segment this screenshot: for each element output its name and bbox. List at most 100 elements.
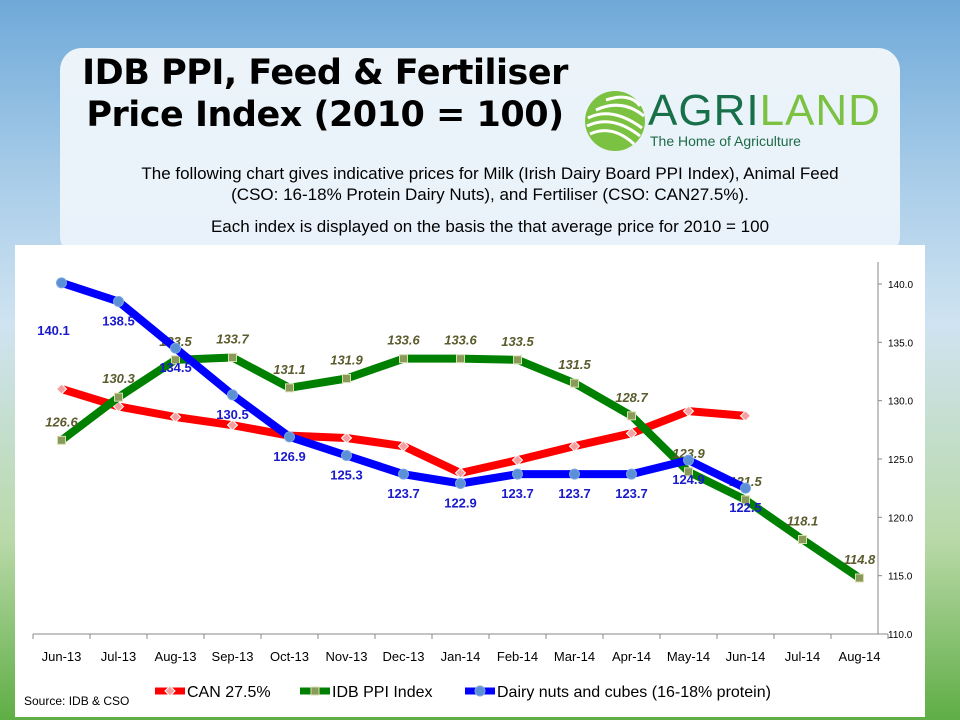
x-tick-label: Mar-14 xyxy=(554,649,595,664)
y-tick-label: 110.0 xyxy=(888,630,913,641)
data-point-idb-ppi-index xyxy=(171,355,180,365)
data-label-dairy-nuts-and-cubes-16-18-protein: 125.3 xyxy=(330,468,363,483)
data-label-dairy-nuts-and-cubes-16-18-protein: 123.7 xyxy=(615,486,648,501)
data-point-idb-ppi-index xyxy=(855,573,864,583)
data-label-idb-ppi-index: 133.7 xyxy=(216,332,249,347)
data-point-idb-ppi-index xyxy=(114,392,123,402)
title-line-2: Price Index (2010 = 100) xyxy=(86,95,564,135)
data-point-idb-ppi-index xyxy=(285,383,294,393)
legend-label-dairy-nuts-and-cubes-16-18-protein: Dairy nuts and cubes (16-18% protein) xyxy=(497,684,771,701)
data-label-dairy-nuts-and-cubes-16-18-protein: 138.5 xyxy=(102,314,135,329)
legend-marker-can-27-5 xyxy=(164,685,176,697)
logo-tagline: The Home of Agriculture xyxy=(650,133,801,149)
data-point-can-27-5 xyxy=(226,419,239,431)
data-point-dairy-nuts-and-cubes-16-18-protein xyxy=(341,450,352,461)
y-tick-label: 135.0 xyxy=(888,338,913,349)
legend-label-can-27-5: CAN 27.5% xyxy=(187,684,271,701)
data-point-can-27-5 xyxy=(739,410,752,422)
data-label-idb-ppi-index: 114.8 xyxy=(844,552,876,567)
data-label-dairy-nuts-and-cubes-16-18-protein: 122.5 xyxy=(729,500,762,515)
source-note: Source: IDB & CSO xyxy=(24,694,130,708)
data-point-dairy-nuts-and-cubes-16-18-protein xyxy=(398,468,409,480)
data-point-dairy-nuts-and-cubes-16-18-protein xyxy=(170,342,181,354)
data-label-idb-ppi-index: 133.5 xyxy=(501,334,534,349)
data-label-dairy-nuts-and-cubes-16-18-protein: 140.1 xyxy=(37,323,70,338)
data-point-dairy-nuts-and-cubes-16-18-protein xyxy=(740,482,751,494)
data-point-dairy-nuts-and-cubes-16-18-protein xyxy=(113,296,124,307)
y-tick-label: 120.0 xyxy=(888,513,913,524)
x-tick-label: Apr-14 xyxy=(612,649,651,664)
data-point-idb-ppi-index xyxy=(570,378,579,388)
data-point-dairy-nuts-and-cubes-16-18-protein xyxy=(626,468,637,480)
y-tick-label: 125.0 xyxy=(888,455,913,466)
data-point-can-27-5 xyxy=(568,440,581,452)
data-point-idb-ppi-index xyxy=(684,467,693,477)
x-tick-label: May-14 xyxy=(667,649,710,664)
data-label-idb-ppi-index: 133.6 xyxy=(387,333,420,348)
data-label-idb-ppi-index: 131.9 xyxy=(330,353,363,368)
header-panel xyxy=(60,48,900,258)
data-point-can-27-5 xyxy=(511,454,524,466)
legend-marker-idb-ppi-index xyxy=(310,686,320,696)
x-tick-label: Jul-14 xyxy=(785,649,820,664)
data-point-can-27-5 xyxy=(55,383,68,395)
data-label-idb-ppi-index: 133.6 xyxy=(444,333,477,348)
data-label-idb-ppi-index: 123.9 xyxy=(672,446,705,461)
x-tick-label: Nov-13 xyxy=(326,649,368,664)
data-point-idb-ppi-index xyxy=(228,353,237,362)
data-label-dairy-nuts-and-cubes-16-18-protein: 134.5 xyxy=(159,360,192,375)
data-label-idb-ppi-index: 131.1 xyxy=(273,362,306,377)
data-label-dairy-nuts-and-cubes-16-18-protein: 123.7 xyxy=(501,486,534,501)
x-tick-label: Dec-13 xyxy=(383,649,425,664)
x-tick-label: Jul-13 xyxy=(101,649,136,664)
data-label-dairy-nuts-and-cubes-16-18-protein: 130.5 xyxy=(216,407,249,422)
legend-label-idb-ppi-index: IDB PPI Index xyxy=(332,684,433,701)
legend-marker-dairy-nuts-and-cubes-16-18-protein xyxy=(474,685,486,697)
logo-text-a: AGRI xyxy=(648,86,760,135)
data-point-idb-ppi-index xyxy=(627,411,636,421)
description-line-2: (CSO: 16-18% Protein Dairy Nuts), and Fe… xyxy=(231,185,749,204)
data-point-idb-ppi-index xyxy=(741,495,750,505)
series-line-dairy-nuts-and-cubes-16-18-protein xyxy=(57,278,750,493)
data-point-dairy-nuts-and-cubes-16-18-protein xyxy=(284,431,295,443)
page-title: IDB PPI, Feed & Fertiliser Price Index (… xyxy=(70,52,580,136)
data-point-dairy-nuts-and-cubes-16-18-protein xyxy=(56,277,67,289)
data-label-idb-ppi-index: 131.5 xyxy=(558,357,591,372)
field-globe-icon xyxy=(585,91,645,151)
logo-text-b: LAND xyxy=(759,86,881,135)
data-point-idb-ppi-index xyxy=(399,354,408,364)
x-tick-label: Feb-14 xyxy=(497,649,538,664)
x-tick-label: Aug-13 xyxy=(155,649,197,664)
data-label-idb-ppi-index: 130.3 xyxy=(102,371,135,386)
x-tick-label: Jan-14 xyxy=(441,649,481,664)
data-label-dairy-nuts-and-cubes-16-18-protein: 123.7 xyxy=(558,486,591,501)
logo-wordmark: AGRILAND xyxy=(648,86,881,136)
x-tick-label: Oct-13 xyxy=(270,649,309,664)
x-tick-label: Jun-13 xyxy=(42,649,82,664)
data-point-can-27-5 xyxy=(682,405,695,417)
data-label-dairy-nuts-and-cubes-16-18-protein: 126.9 xyxy=(273,449,306,464)
data-point-dairy-nuts-and-cubes-16-18-protein xyxy=(227,389,238,401)
data-point-idb-ppi-index xyxy=(57,435,66,445)
y-tick-label: 115.0 xyxy=(888,572,913,583)
data-point-can-27-5 xyxy=(397,440,410,452)
y-tick-label: 130.0 xyxy=(888,397,913,408)
data-point-can-27-5 xyxy=(340,432,353,444)
data-point-idb-ppi-index xyxy=(456,354,465,364)
data-point-idb-ppi-index xyxy=(342,374,351,383)
description-line-3: Each index is displayed on the basis the… xyxy=(210,217,770,236)
description-line-1: The following chart gives indicative pri… xyxy=(141,164,839,183)
data-point-can-27-5 xyxy=(625,427,638,440)
data-label-dairy-nuts-and-cubes-16-18-protein: 124.9 xyxy=(672,472,705,487)
data-point-dairy-nuts-and-cubes-16-18-protein xyxy=(569,468,580,480)
y-tick-label: 140.0 xyxy=(888,280,913,291)
data-point-dairy-nuts-and-cubes-16-18-protein xyxy=(683,454,694,466)
agriland-logo: AGRILAND The Home of Agriculture xyxy=(582,86,880,154)
data-point-dairy-nuts-and-cubes-16-18-protein xyxy=(455,478,466,489)
title-line-1: IDB PPI, Feed & Fertiliser xyxy=(82,53,568,93)
x-tick-label: Sep-13 xyxy=(212,649,254,664)
data-label-idb-ppi-index: 126.6 xyxy=(45,414,78,429)
data-point-dairy-nuts-and-cubes-16-18-protein xyxy=(512,468,523,480)
data-label-dairy-nuts-and-cubes-16-18-protein: 122.9 xyxy=(444,496,477,511)
